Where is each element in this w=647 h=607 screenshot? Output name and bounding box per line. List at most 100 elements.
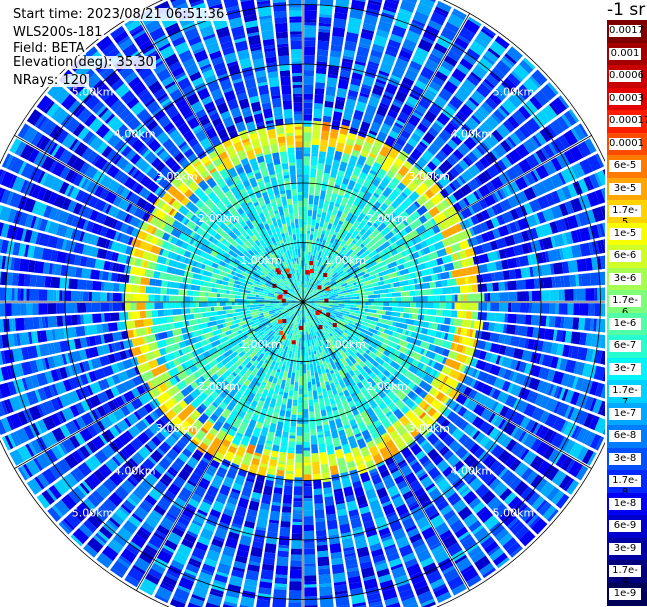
range-gate-cell [399, 49, 412, 60]
range-gate-cell [377, 260, 388, 268]
range-gate-cell [375, 248, 381, 254]
range-gate-cell [280, 521, 291, 528]
range-gate-cell [385, 256, 396, 265]
range-gate-cell [508, 371, 515, 381]
range-gate-cell [468, 285, 473, 293]
range-gate-cell [339, 212, 348, 223]
range-gate-cell [467, 16, 482, 27]
range-gate-cell [328, 232, 333, 237]
range-gate-cell [361, 163, 372, 175]
range-gate-cell [519, 59, 534, 74]
range-gate-cell [412, 111, 423, 120]
range-gate-cell [449, 167, 460, 178]
range-gate-cell [568, 166, 577, 180]
range-gate-cell [303, 462, 311, 466]
range-gate-cell [268, 422, 277, 433]
range-gate-cell [332, 159, 341, 170]
range-gate-cell [315, 82, 325, 89]
range-gate-cell [205, 307, 212, 312]
range-gate-cell [438, 165, 447, 174]
range-gate-cell [439, 219, 452, 230]
range-gate-cell [592, 206, 605, 223]
range-gate-cell [518, 255, 530, 267]
range-gate-cell [403, 274, 411, 280]
range-gate-cell [430, 309, 437, 316]
range-gate-cell [570, 391, 580, 406]
range-gate-cell [501, 380, 511, 392]
range-gate-cell [260, 426, 269, 437]
range-gate-cell [303, 486, 313, 496]
range-gate-cell [440, 418, 451, 429]
range-gate-cell [318, 273, 321, 277]
range-gate-cell [409, 272, 417, 279]
range-gate-cell [350, 78, 362, 87]
range-gate-cell [385, 293, 393, 298]
range-gate-cell [397, 116, 407, 124]
range-gate-cell [394, 58, 409, 71]
range-gate-cell [295, 453, 303, 463]
range-gate-cell [542, 505, 557, 520]
range-gate-cell [320, 293, 329, 298]
range-gate-cell [545, 398, 559, 413]
range-gate-cell [515, 257, 521, 268]
range-gate-cell [525, 291, 530, 301]
range-gate-cell [599, 271, 605, 286]
range-gate-cell [444, 122, 458, 136]
range-gate-cell [407, 180, 419, 193]
range-gate-cell [504, 246, 516, 258]
range-gate-cell [421, 150, 434, 163]
range-gate-cell [521, 350, 533, 362]
range-gate-cell [371, 360, 379, 368]
range-gate-cell [290, 372, 296, 382]
range-gate-cell [431, 411, 439, 419]
range-gate-cell [576, 446, 589, 462]
range-gate-cell [493, 143, 507, 158]
range-gate-cell [334, 332, 341, 338]
range-gate-cell [292, 513, 302, 520]
range-gate-cell [303, 99, 313, 103]
range-gate-cell [359, 171, 368, 180]
range-gate-cell [355, 138, 365, 147]
range-gate-cell [231, 302, 235, 306]
range-gate-cell [550, 137, 566, 154]
range-gate-cell [518, 125, 531, 139]
range-gate-cell [331, 208, 338, 216]
range-gate-cell [311, 378, 316, 385]
range-gate-cell [373, 222, 379, 228]
range-gate-cell [383, 91, 394, 98]
range-gate-cell [344, 285, 349, 288]
range-gate-cell [602, 222, 605, 236]
range-gate-cell [332, 300, 336, 302]
range-gate-cell [304, 581, 317, 585]
range-gate-cell [413, 176, 423, 186]
range-gate-cell [353, 293, 360, 297]
range-gate-cell [303, 432, 310, 442]
range-gate-cell [210, 307, 215, 312]
range-gate-cell [458, 336, 463, 344]
range-gate-cell [357, 314, 367, 319]
range-gate-cell [341, 297, 351, 300]
range-gate-cell [389, 384, 400, 395]
range-gate-cell [332, 224, 337, 229]
range-gate-cell [467, 151, 479, 163]
range-gate-cell [358, 344, 363, 349]
range-gate-cell [525, 214, 538, 228]
range-gate-cell [32, 317, 40, 330]
range-gate-cell [491, 113, 502, 124]
range-gate-cell [576, 427, 588, 443]
range-gate-cell [385, 83, 398, 95]
range-gate-cell [293, 390, 298, 395]
range-gate-cell [509, 359, 519, 370]
range-gate-cell [409, 222, 418, 231]
range-gate-cell [473, 349, 481, 359]
range-gate-cell [551, 432, 565, 449]
range-gate-cell [570, 331, 581, 345]
range-gate-cell [360, 350, 366, 356]
range-gate-cell [466, 266, 474, 276]
range-gate-cell [321, 285, 325, 288]
range-gate-cell [306, 260, 310, 270]
range-gate-cell [331, 292, 341, 296]
range-gate-cell [320, 303, 330, 307]
range-gate-cell [322, 172, 330, 183]
range-gate-cell [329, 297, 336, 300]
